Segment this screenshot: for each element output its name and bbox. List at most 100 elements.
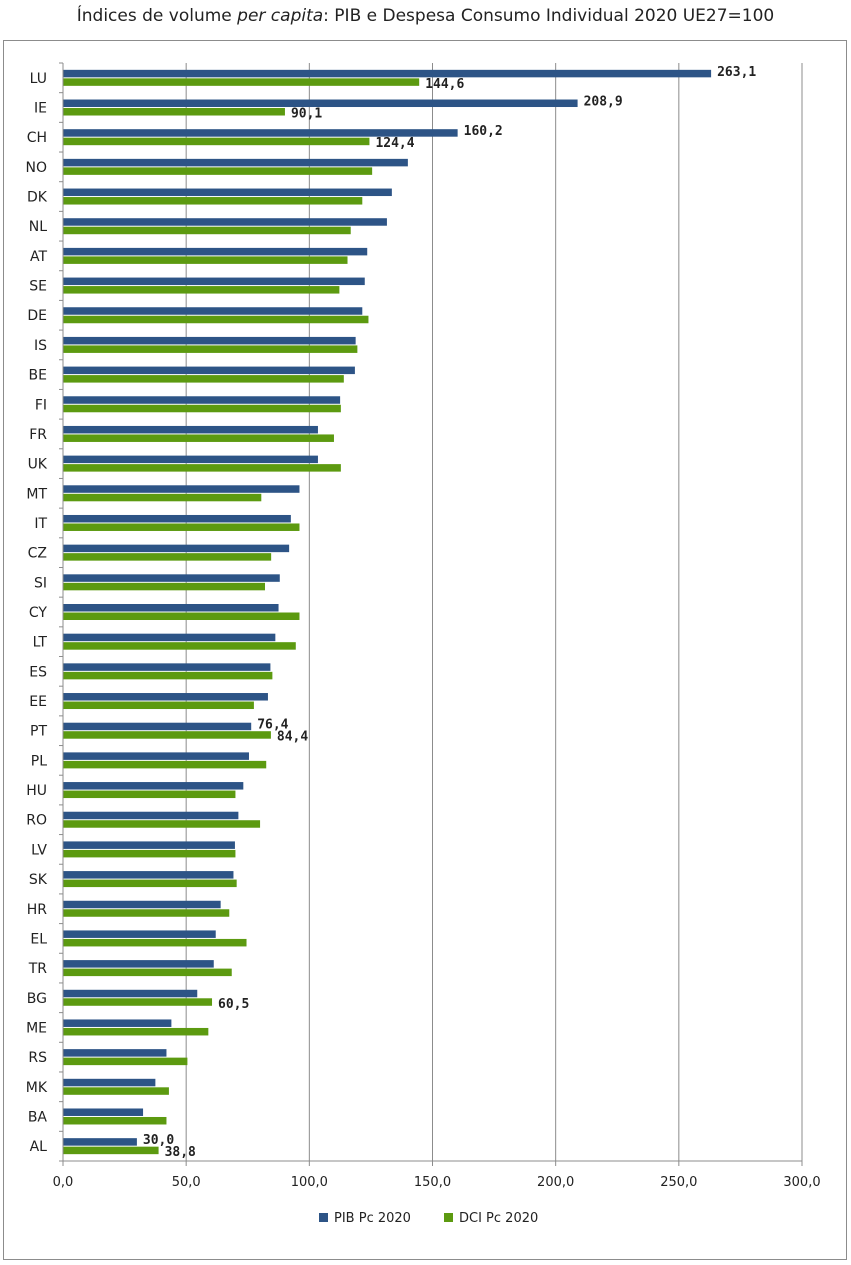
bar bbox=[63, 286, 340, 294]
data-label: 38,8 bbox=[165, 1145, 196, 1160]
bar bbox=[63, 375, 344, 383]
bar bbox=[63, 722, 252, 731]
bar bbox=[63, 1146, 159, 1155]
bar-chart: LU IE CH NO DK NL AT SE DE IS BE FI FR UK MT IT CZ SI CY LT… bbox=[26, 62, 821, 1226]
bar bbox=[63, 960, 214, 968]
bar bbox=[63, 69, 712, 78]
category-label: FR bbox=[29, 427, 47, 443]
bar bbox=[63, 1138, 137, 1146]
bar bbox=[63, 1057, 188, 1066]
category-label: DK bbox=[27, 190, 48, 206]
category-label: RS bbox=[28, 1050, 47, 1066]
x-tick-label: 0,0 bbox=[53, 1175, 74, 1190]
bar bbox=[63, 871, 234, 879]
bar bbox=[63, 256, 348, 264]
bar bbox=[63, 938, 247, 947]
category-label: CZ bbox=[28, 546, 47, 562]
category-label: SK bbox=[29, 872, 48, 888]
bar bbox=[63, 277, 365, 286]
category-label: BG bbox=[27, 991, 47, 1007]
bar bbox=[63, 137, 370, 146]
bar bbox=[63, 612, 300, 620]
bar bbox=[63, 752, 249, 760]
bar bbox=[63, 1116, 167, 1125]
category-label: PT bbox=[30, 724, 47, 740]
bar bbox=[63, 307, 363, 315]
x-tick-label: 150,0 bbox=[414, 1175, 451, 1190]
bar bbox=[63, 1027, 209, 1036]
category-label: CY bbox=[29, 605, 48, 621]
category-label: HU bbox=[26, 783, 47, 799]
category-label: HR bbox=[27, 902, 48, 918]
bar bbox=[63, 167, 373, 175]
data-label: 124,4 bbox=[375, 136, 414, 151]
category-label: IE bbox=[34, 101, 47, 117]
bar bbox=[63, 108, 285, 116]
bar bbox=[63, 909, 230, 917]
bar bbox=[63, 731, 271, 739]
bar bbox=[63, 879, 237, 888]
bar bbox=[63, 900, 221, 909]
category-label: PL bbox=[31, 753, 47, 769]
bar bbox=[63, 218, 387, 226]
x-tick-label: 200,0 bbox=[537, 1175, 574, 1190]
bar bbox=[63, 1078, 156, 1087]
bar bbox=[63, 129, 458, 137]
bar bbox=[63, 99, 578, 108]
bar bbox=[63, 841, 235, 849]
chart-frame: LU IE CH NO DK NL AT SE DE IS BE FI FR UK MT IT CZ SI CY LT… bbox=[3, 40, 847, 1260]
data-label: 90,1 bbox=[291, 107, 322, 122]
legend-swatch bbox=[444, 1213, 453, 1222]
category-label: SE bbox=[29, 279, 47, 295]
category-label: UK bbox=[28, 457, 48, 473]
legend-label: DCI Pc 2020 bbox=[459, 1211, 538, 1226]
bar bbox=[63, 366, 355, 375]
category-label: ME bbox=[26, 1020, 47, 1036]
bar bbox=[63, 782, 244, 790]
bar bbox=[63, 336, 356, 345]
bar bbox=[63, 544, 290, 553]
bar bbox=[63, 158, 408, 167]
category-label: LT bbox=[33, 635, 48, 651]
bar bbox=[63, 434, 334, 442]
category-label: BA bbox=[28, 1109, 48, 1125]
category-label: EE bbox=[29, 694, 47, 710]
chart-title: Índices de volume per capita: PIB e Desp… bbox=[76, 6, 775, 26]
bar bbox=[63, 604, 279, 612]
bar bbox=[63, 425, 318, 434]
category-label: LV bbox=[31, 842, 47, 858]
bar bbox=[63, 464, 341, 472]
bar bbox=[63, 820, 261, 828]
data-label: 76,4 bbox=[257, 718, 288, 733]
data-label: 60,5 bbox=[218, 997, 249, 1012]
category-label: MT bbox=[26, 486, 47, 502]
category-label: CH bbox=[27, 130, 47, 146]
data-label: 263,1 bbox=[717, 65, 756, 80]
x-tick-label: 250,0 bbox=[660, 1175, 697, 1190]
legend-swatch bbox=[319, 1213, 328, 1222]
category-label: MK bbox=[26, 1080, 48, 1096]
x-tick-label: 300,0 bbox=[783, 1175, 820, 1190]
bar bbox=[63, 642, 296, 650]
bar bbox=[63, 998, 213, 1006]
category-label: NO bbox=[26, 160, 48, 176]
bar bbox=[63, 247, 368, 256]
data-label: 208,9 bbox=[584, 95, 623, 110]
bar bbox=[63, 514, 291, 523]
bar bbox=[63, 493, 262, 502]
category-label: AT bbox=[30, 249, 47, 265]
category-label: DE bbox=[27, 308, 47, 324]
bar bbox=[63, 693, 268, 701]
bar bbox=[63, 671, 273, 680]
category-label: BE bbox=[29, 368, 47, 384]
bar bbox=[63, 485, 300, 493]
bar bbox=[63, 633, 276, 642]
bar bbox=[63, 582, 265, 591]
bar bbox=[63, 78, 420, 86]
category-label: FI bbox=[35, 397, 47, 413]
bar bbox=[63, 930, 216, 938]
bar bbox=[63, 760, 267, 769]
bar bbox=[63, 523, 300, 531]
legend-label: PIB Pc 2020 bbox=[334, 1211, 411, 1226]
data-label: 144,6 bbox=[425, 77, 464, 92]
